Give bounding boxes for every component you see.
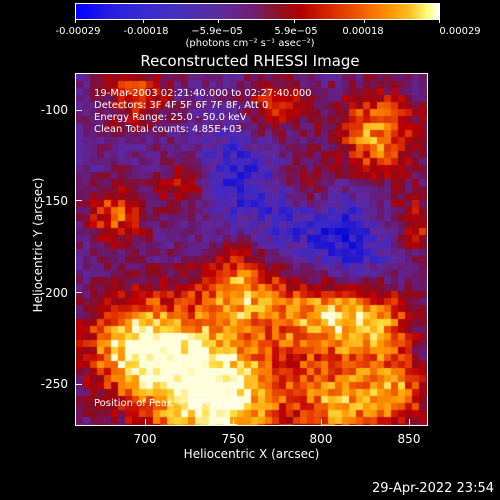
y-tick-mark — [75, 292, 82, 293]
y-tick-label: -250 — [40, 377, 68, 391]
colorbar — [75, 3, 440, 20]
y-tick-mark — [75, 384, 82, 385]
x-tick-mark — [321, 419, 322, 426]
x-tick-mark — [233, 419, 234, 426]
colorbar-tick-label: 0.00029 — [439, 26, 481, 37]
x-axis-label: Heliocentric X (arcsec) — [183, 447, 320, 461]
colorbar-tick-label: 5.9e−05 — [274, 26, 318, 37]
annotation-peak-position: Position of Peak = [707,-238] — [94, 398, 241, 409]
colorbar-units: (photons cm⁻² s⁻¹ asec⁻²) — [185, 38, 315, 49]
y-tick-label: -200 — [40, 286, 68, 300]
image-plot-area: 19-Mar-2003 02:21:40.000 to 02:27:40.000… — [75, 73, 428, 426]
annotation-time-range: 19-Mar-2003 02:21:40.000 to 02:27:40.000 — [94, 88, 312, 99]
x-tick-label: 800 — [309, 432, 333, 446]
rhessi-heatmap — [76, 74, 427, 425]
colorbar-tick-label: -0.00029 — [55, 26, 101, 37]
y-tick-mark — [75, 200, 82, 201]
colorbar-tick-mark — [143, 19, 144, 23]
colorbar-tick-mark — [218, 19, 219, 23]
plot-timestamp: 29-Apr-2022 23:54 — [372, 481, 494, 496]
image-title: Reconstructed RHESSI Image — [140, 52, 360, 70]
y-tick-label: -150 — [40, 194, 68, 208]
annotation-total-counts: Clean Total counts: 4.85E+03 — [94, 124, 242, 135]
y-tick-label: -100 — [40, 103, 68, 117]
x-tick-label: 700 — [133, 432, 157, 446]
x-tick-label: 750 — [221, 432, 245, 446]
x-tick-label: 850 — [397, 432, 421, 446]
colorbar-tick-mark — [439, 19, 440, 23]
x-tick-mark — [409, 419, 410, 426]
colorbar-tick-mark — [364, 19, 365, 23]
annotation-energy-range: Energy Range: 25.0 - 50.0 keV — [94, 112, 247, 123]
annotation-detectors: Detectors: 3F 4F 5F 6F 7F 8F, Att 0 — [94, 100, 269, 111]
colorbar-tick-mark — [75, 19, 76, 23]
x-tick-mark — [145, 419, 146, 426]
colorbar-tick-mark — [294, 19, 295, 23]
colorbar-tick-label: −5.9e−05 — [191, 26, 243, 37]
y-tick-mark — [75, 110, 82, 111]
colorbar-tick-label: -0.00018 — [123, 26, 169, 37]
colorbar-tick-label: 0.00018 — [342, 26, 384, 37]
y-axis-label: Heliocentric Y (arcsec) — [31, 177, 45, 313]
